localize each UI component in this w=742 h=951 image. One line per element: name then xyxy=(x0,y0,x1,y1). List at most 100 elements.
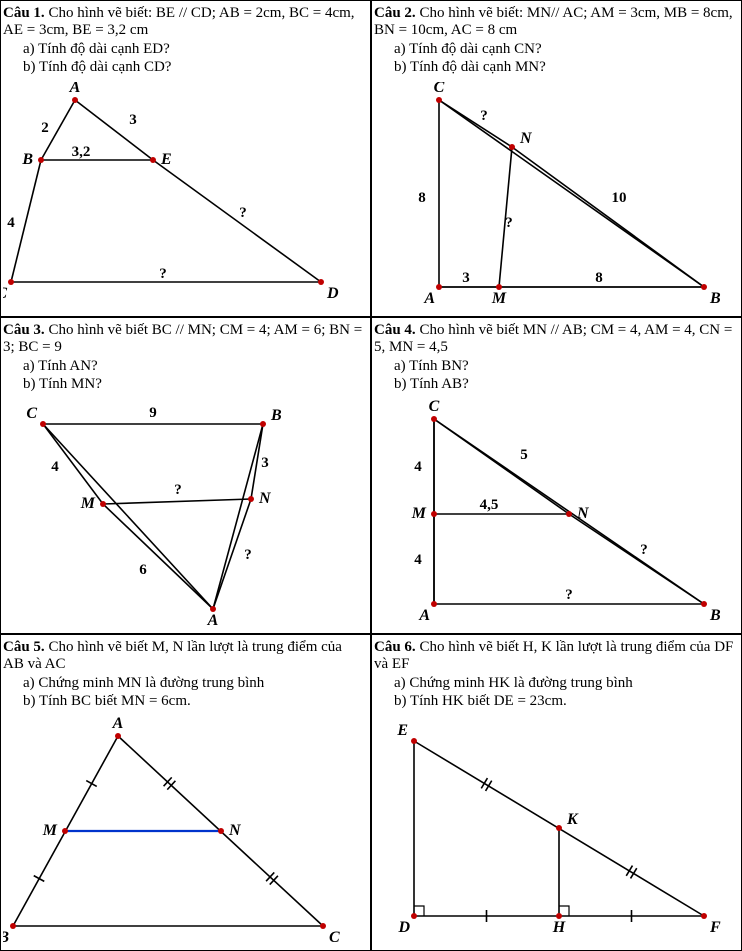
svg-text:M: M xyxy=(42,822,58,839)
svg-text:B: B xyxy=(270,407,282,424)
question-parts: a) Tính độ dài cạnh ED?b) Tính độ dài cạ… xyxy=(23,41,364,76)
figure: 454,54??CMNAB xyxy=(374,399,735,629)
svg-text:M: M xyxy=(80,495,96,512)
question-title: Câu 2. xyxy=(374,5,419,21)
question-title: Câu 5. xyxy=(3,639,48,655)
question-parts: a) Tính AN?b) Tính MN? xyxy=(23,358,364,393)
svg-text:C: C xyxy=(434,82,445,96)
svg-text:E: E xyxy=(160,151,172,168)
question-given: Cho hình vẽ biết M, N lần lượt là trung … xyxy=(3,639,342,672)
question-cell: Câu 5. Cho hình vẽ biết M, N lần lượt là… xyxy=(0,634,371,951)
svg-text:3: 3 xyxy=(462,270,470,286)
question-part: b) Tính AB? xyxy=(394,376,735,393)
svg-text:4: 4 xyxy=(7,215,15,231)
figure: A M N B C xyxy=(3,716,364,946)
question-part: b) Tính độ dài cạnh CD? xyxy=(23,59,364,76)
svg-text:E: E xyxy=(396,722,408,739)
svg-text:N: N xyxy=(258,490,272,507)
svg-text:N: N xyxy=(228,822,242,839)
svg-text:?: ? xyxy=(565,587,573,603)
svg-text:C: C xyxy=(329,929,340,946)
svg-text:D: D xyxy=(397,919,410,936)
svg-text:?: ? xyxy=(480,108,488,124)
question-stem: Câu 1. Cho hình vẽ biết: BE // CD; AB = … xyxy=(3,5,364,39)
svg-text:M: M xyxy=(491,290,507,307)
svg-text:2: 2 xyxy=(41,120,49,136)
question-given: Cho hình vẽ biết BC // MN; CM = 4; AM = … xyxy=(3,322,362,355)
svg-text:C: C xyxy=(26,405,37,422)
question-part: a) Tính AN? xyxy=(23,358,364,375)
svg-text:10: 10 xyxy=(612,190,627,206)
question-parts: a) Tính BN?b) Tính AB? xyxy=(394,358,735,393)
question-stem: Câu 6. Cho hình vẽ biết H, K lần lượt là… xyxy=(374,639,735,673)
question-title: Câu 3. xyxy=(3,322,48,338)
question-part: b) Tính độ dài cạnh MN? xyxy=(394,59,735,76)
question-title: Câu 4. xyxy=(374,322,419,338)
svg-text:?: ? xyxy=(244,547,252,563)
svg-text:A: A xyxy=(69,82,81,96)
question-cell: Câu 3. Cho hình vẽ biết BC // MN; CM = 4… xyxy=(0,317,371,634)
question-parts: a) Chứng minh MN là đường trung bìnhb) T… xyxy=(23,675,364,710)
svg-text:D: D xyxy=(326,285,339,302)
svg-text:B: B xyxy=(709,607,721,624)
svg-text:6: 6 xyxy=(139,562,147,578)
svg-text:K: K xyxy=(566,811,579,828)
question-title: Câu 1. xyxy=(3,5,48,21)
svg-text:?: ? xyxy=(640,542,648,558)
svg-text:4,5: 4,5 xyxy=(480,497,499,513)
question-cell: Câu 2. Cho hình vẽ biết: MN// AC; AM = 3… xyxy=(371,0,742,317)
svg-text:3: 3 xyxy=(129,112,137,128)
question-given: Cho hình vẽ biết: MN// AC; AM = 3cm, MB … xyxy=(374,5,733,38)
svg-text:F: F xyxy=(709,919,721,936)
svg-text:?: ? xyxy=(505,215,513,231)
question-part: a) Chứng minh HK là đường trung bình xyxy=(394,675,735,692)
question-cell: Câu 1. Cho hình vẽ biết: BE // CD; AB = … xyxy=(0,0,371,317)
svg-text:A: A xyxy=(112,716,124,732)
question-part: a) Tính BN? xyxy=(394,358,735,375)
figure: E D F K H xyxy=(374,716,735,946)
question-part: a) Chứng minh MN là đường trung bình xyxy=(23,675,364,692)
figure: 9 4 3? 6? C B M N A xyxy=(3,399,364,629)
svg-text:B: B xyxy=(21,151,33,168)
svg-text:8: 8 xyxy=(595,270,603,286)
question-part: b) Tính MN? xyxy=(23,376,364,393)
question-stem: Câu 5. Cho hình vẽ biết M, N lần lượt là… xyxy=(3,639,364,673)
svg-text:A: A xyxy=(423,290,435,307)
question-parts: a) Chứng minh HK là đường trung bìnhb) T… xyxy=(394,675,735,710)
question-part: b) Tính BC biết MN = 6cm. xyxy=(23,693,364,710)
svg-text:4: 4 xyxy=(414,552,422,568)
question-parts: a) Tính độ dài cạnh CN?b) Tính độ dài cạ… xyxy=(394,41,735,76)
question-given: Cho hình vẽ biết: BE // CD; AB = 2cm, BC… xyxy=(3,5,355,38)
svg-text:N: N xyxy=(519,130,533,147)
svg-text:H: H xyxy=(552,919,566,936)
svg-text:?: ? xyxy=(239,205,247,221)
question-title: Câu 6. xyxy=(374,639,419,655)
question-stem: Câu 4. Cho hình vẽ biết MN // AB; CM = 4… xyxy=(374,322,735,356)
question-given: Cho hình vẽ biết MN // AB; CM = 4, AM = … xyxy=(374,322,732,355)
svg-text:?: ? xyxy=(159,266,167,282)
svg-text:5: 5 xyxy=(520,447,528,463)
svg-text:?: ? xyxy=(174,482,182,498)
svg-text:N: N xyxy=(576,505,590,522)
svg-text:3: 3 xyxy=(261,455,269,471)
question-part: a) Tính độ dài cạnh CN? xyxy=(394,41,735,58)
svg-text:3,2: 3,2 xyxy=(72,144,91,160)
svg-text:9: 9 xyxy=(149,405,157,421)
question-stem: Câu 2. Cho hình vẽ biết: MN// AC; AM = 3… xyxy=(374,5,735,39)
svg-text:4: 4 xyxy=(414,459,422,475)
question-stem: Câu 3. Cho hình vẽ biết BC // MN; CM = 4… xyxy=(3,322,364,356)
svg-text:B: B xyxy=(3,929,9,946)
svg-text:4: 4 xyxy=(51,459,59,475)
figure: 8?? 10 3 8 C N A M B xyxy=(374,82,735,312)
svg-text:B: B xyxy=(709,290,721,307)
svg-text:C: C xyxy=(429,399,440,415)
figure: 2 3 3,2 4?? A B E C D xyxy=(3,82,364,302)
question-cell: Câu 4. Cho hình vẽ biết MN // AB; CM = 4… xyxy=(371,317,742,634)
svg-text:A: A xyxy=(207,612,219,629)
question-given: Cho hình vẽ biết H, K lần lượt là trung … xyxy=(374,639,733,672)
question-part: b) Tính HK biết DE = 23cm. xyxy=(394,693,735,710)
question-cell: Câu 6. Cho hình vẽ biết H, K lần lượt là… xyxy=(371,634,742,951)
svg-text:8: 8 xyxy=(418,190,426,206)
svg-text:M: M xyxy=(411,505,427,522)
svg-text:C: C xyxy=(3,285,7,302)
